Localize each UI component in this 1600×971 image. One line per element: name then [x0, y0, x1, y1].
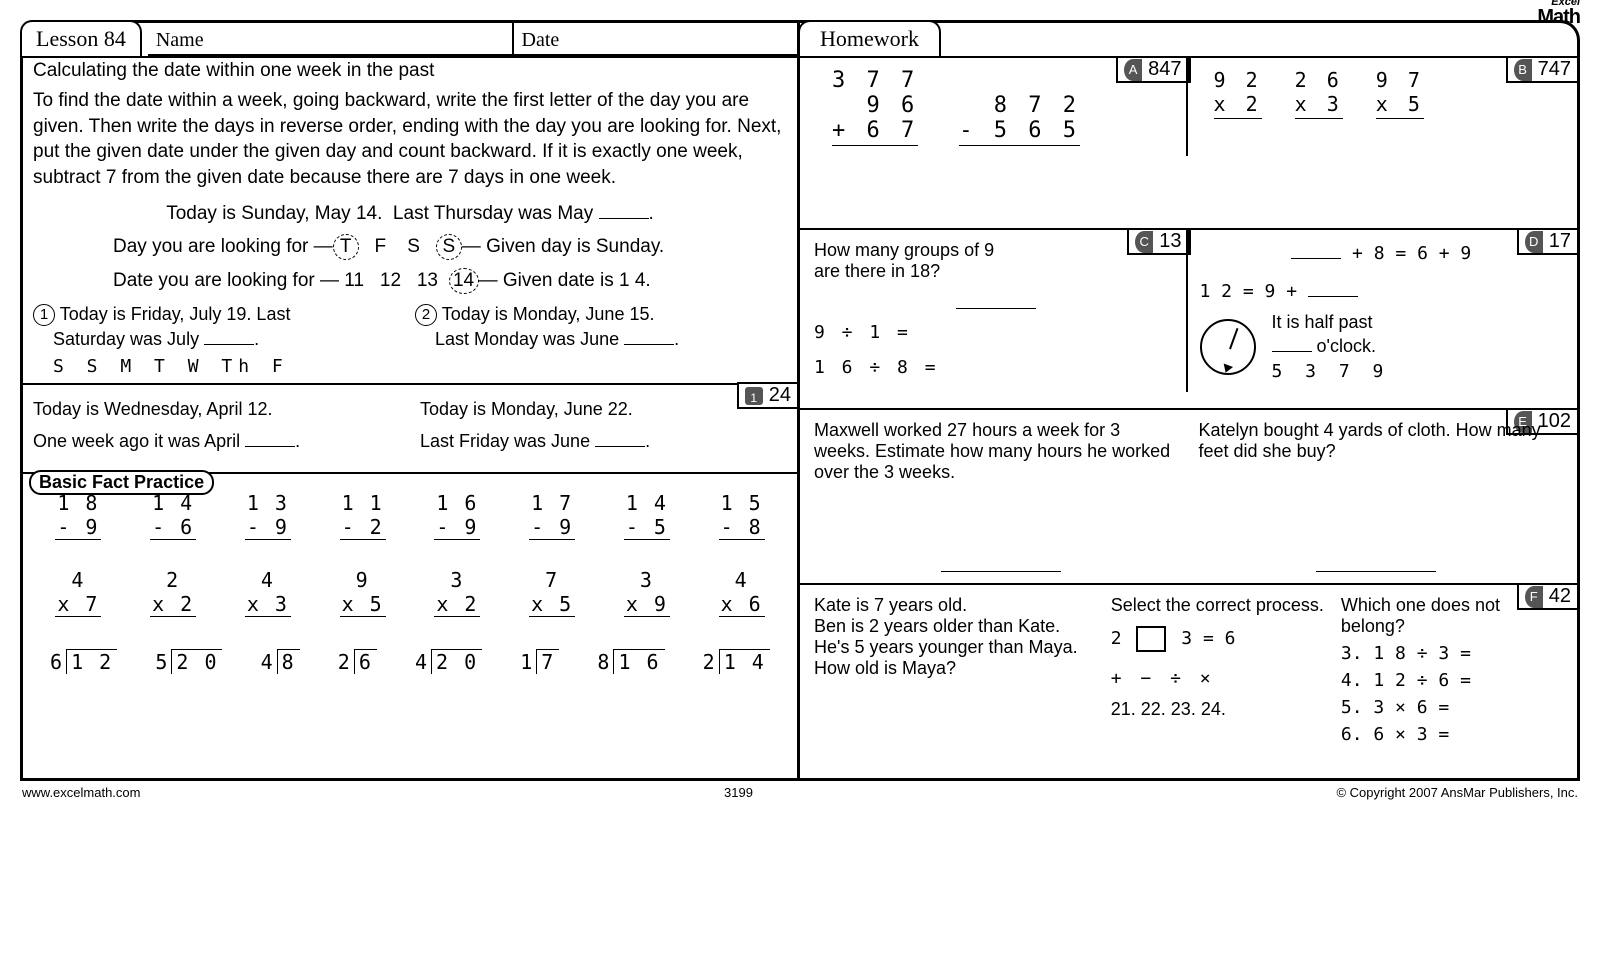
bfp-division-row: 61 252 0482642 01781 621 4	[23, 643, 797, 686]
answer-A: A847	[1116, 56, 1190, 83]
right-column: Homework A847 B747 3 7 7 9 6 + 6 7	[800, 20, 1580, 781]
ex1-days: S S M T W Th F	[33, 350, 405, 377]
answer-C: C13	[1127, 228, 1190, 255]
hw-F: F42 Kate is 7 years old. Ben is 2 years …	[800, 583, 1577, 778]
footer-url: www.excelmath.com	[22, 785, 140, 800]
lesson-paragraph: To find the date within a week, going ba…	[23, 84, 797, 195]
answer-F: F42	[1517, 583, 1580, 610]
clock-icon	[1200, 319, 1256, 375]
footer: www.excelmath.com 3199 © Copyright 2007 …	[20, 781, 1580, 804]
hw-E: E102 Maxwell worked 27 hours a week for …	[800, 408, 1577, 583]
boxed-exercises: 124 Today is Wednesday, April 12. One we…	[23, 383, 797, 472]
bfp-multiply-row: 4x 72x 24x 39x 53x 27x 53x 94x 6	[23, 562, 797, 617]
diagram-row-2: Date you are looking for — 11 12 13 14— …	[23, 264, 797, 298]
basic-fact-practice: Basic Fact Practice 1 8- 91 4- 61 3- 91 …	[23, 472, 797, 686]
answer-box-1: 124	[737, 382, 800, 409]
footer-copy: © Copyright 2007 AnsMar Publishers, Inc.	[1336, 785, 1578, 800]
left-header: Lesson 84 Name Date	[23, 23, 797, 58]
diagram-row-1: Day you are looking for —T F S S— Given …	[23, 230, 797, 264]
footer-code: 3199	[724, 785, 753, 800]
lesson-tab: Lesson 84	[20, 20, 142, 56]
left-column: Lesson 84 Name Date Calculating the date…	[20, 20, 800, 781]
operator-box	[1136, 626, 1166, 652]
date-field-label: Date	[514, 23, 797, 56]
exercises-row-1: 1 Today is Friday, July 19. Last Saturda…	[23, 298, 797, 383]
homework-tab: Homework	[798, 20, 941, 56]
hw-A: A847 B747 3 7 7 9 6 + 6 7	[800, 58, 1577, 228]
hw-C: C13 D17 How many groups of 9 are there i…	[800, 228, 1577, 408]
name-field-label: Name	[148, 23, 514, 56]
worksheet: Excel Math Lesson 84 Name Date Calculati…	[20, 20, 1580, 781]
lesson-title: Calculating the date within one week in …	[23, 58, 797, 84]
example-prompt: Today is Sunday, May 14. Last Thursday w…	[23, 195, 797, 231]
